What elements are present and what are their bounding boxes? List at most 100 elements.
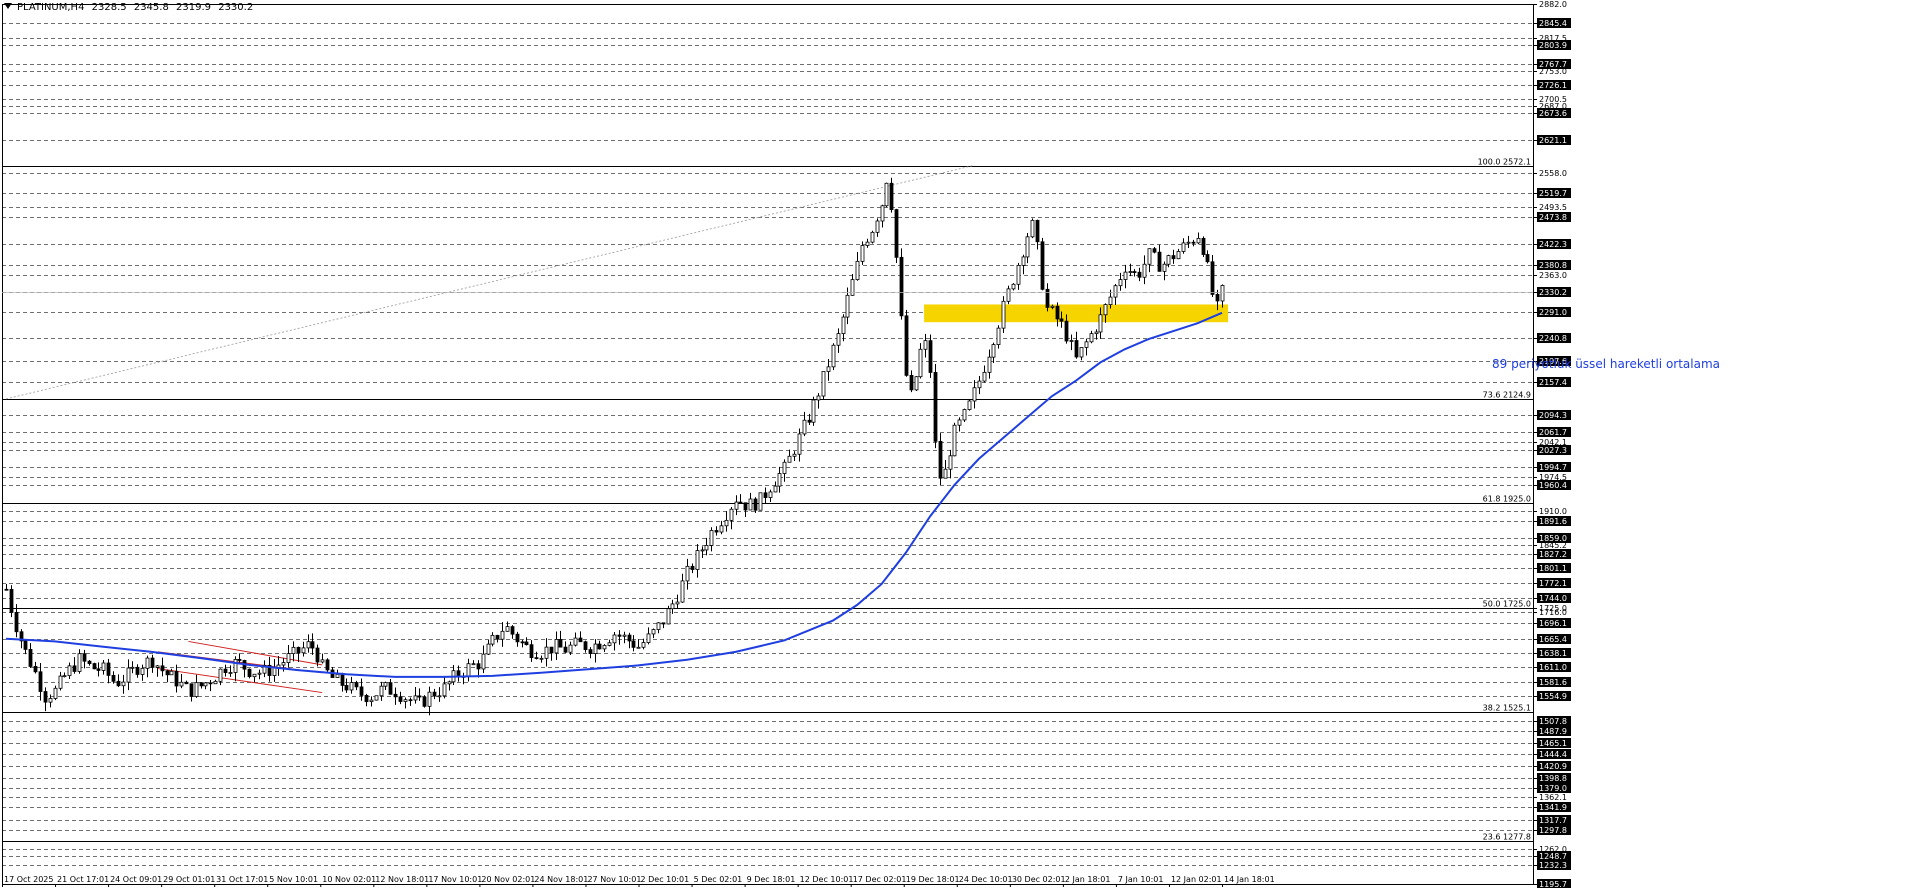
time-tick-label: 14 Jan 18:01	[1224, 875, 1275, 884]
candle-body	[880, 205, 885, 222]
candle-body	[505, 626, 510, 632]
price-tick-label: 2291.0	[1539, 308, 1567, 317]
candle-body	[325, 659, 330, 671]
time-tick-label: 29 Oct 01:01	[163, 875, 215, 884]
collapse-triangle-icon[interactable]	[4, 3, 12, 9]
fib-label: 38.2 1525.1	[1483, 704, 1531, 713]
candle-body	[150, 657, 155, 668]
price-label-bg	[1537, 356, 1571, 366]
candle-body	[427, 691, 432, 707]
price-label-bg	[1537, 480, 1571, 490]
candle-body	[1035, 219, 1040, 243]
price-tick-label: 2845.4	[1539, 19, 1567, 28]
price-tick-label: 1420.9	[1539, 762, 1567, 771]
candle-body	[374, 695, 379, 701]
time-tick-label: 10 Nov 02:01	[322, 875, 376, 884]
candle-body	[19, 631, 24, 642]
candle-body	[456, 670, 461, 677]
candle-body	[62, 675, 67, 678]
ema-annotation: 89 periyotluk üssel hareketli ortalama	[1492, 357, 1721, 371]
candle-body	[967, 400, 972, 410]
candle-body	[977, 380, 982, 389]
price-label-bg	[1537, 59, 1571, 69]
candle-body	[816, 395, 821, 401]
price-tick-label: 1772.1	[1539, 579, 1567, 588]
candle-body	[116, 680, 121, 687]
candle-body	[836, 333, 841, 346]
price-label-bg	[1537, 825, 1571, 835]
price-tick-label: 2726.1	[1539, 81, 1567, 90]
grid-lines	[2, 4, 1533, 885]
price-tick-label: 1696.1	[1539, 619, 1567, 628]
candle-body	[408, 699, 413, 702]
price-tick-label: 2061.7	[1539, 428, 1567, 437]
candle-body	[272, 667, 277, 676]
candle-body	[763, 492, 768, 498]
candle-body	[194, 682, 199, 697]
price-label-bg	[1537, 80, 1571, 90]
price-label-bg	[1537, 260, 1571, 270]
candle-body	[704, 545, 709, 551]
candle-body	[807, 419, 812, 423]
candle-body	[92, 663, 97, 670]
candle-body	[1210, 261, 1215, 295]
candle-body	[636, 646, 641, 649]
price-label-bg	[1537, 108, 1571, 118]
candle-body	[413, 695, 418, 701]
candle-body	[379, 685, 384, 697]
candle-body	[982, 371, 987, 382]
time-tick-label: 31 Oct 17:01	[216, 875, 268, 884]
candle-body	[1186, 241, 1191, 244]
candle-body	[4, 588, 9, 591]
candle-body	[1050, 305, 1055, 308]
channel-line	[188, 640, 323, 666]
candle-body	[724, 519, 729, 527]
candle-body	[481, 653, 486, 670]
price-tick-label: 2687.0	[1539, 102, 1567, 111]
candle-body	[67, 665, 72, 677]
candle-body	[77, 653, 82, 672]
candle-body	[641, 642, 646, 648]
candle-body	[233, 659, 238, 673]
candle-body	[597, 643, 602, 650]
candle-body	[578, 637, 583, 643]
candle-body	[758, 492, 763, 511]
candle-body	[179, 681, 184, 687]
candle-body	[267, 664, 272, 676]
price-tick-label: 1801.1	[1539, 564, 1567, 573]
price-tick-label: 1665.4	[1539, 635, 1567, 644]
price-tick-label: 1444.4	[1539, 750, 1567, 759]
candle-body	[72, 665, 77, 672]
price-label-bg	[1537, 815, 1571, 825]
candle-body	[471, 663, 476, 666]
price-tick-label: 1317.7	[1539, 816, 1567, 825]
candle-body	[529, 644, 534, 659]
time-axis[interactable]: 17 Oct 2025 21 Oct 17:01 24 Oct 09:01 29 Oc…	[2, 875, 1275, 887]
candle-body	[850, 279, 855, 296]
candle-body	[417, 695, 422, 698]
candle-body	[520, 641, 525, 644]
candle-body	[101, 662, 106, 671]
candle-body	[53, 687, 58, 699]
candle-body	[1089, 333, 1094, 343]
ema-line	[5, 311, 1223, 678]
price-tick-label: 1960.4	[1539, 481, 1567, 490]
candle-body	[364, 695, 369, 703]
candle-body	[1055, 305, 1060, 320]
trend-line[interactable]	[5, 165, 973, 400]
time-tick-label: 17 Dec 02:01	[853, 875, 907, 884]
price-tick-label: 1465.1	[1539, 739, 1567, 748]
candle-body	[661, 622, 666, 625]
candle-body	[466, 663, 471, 677]
price-label-bg	[1537, 761, 1571, 771]
support-zone[interactable]	[924, 304, 1229, 323]
candle-body	[904, 315, 909, 376]
price-label-bg	[1537, 783, 1571, 793]
candle-body	[870, 231, 875, 243]
candle-body	[539, 657, 544, 660]
candle-body	[738, 501, 743, 504]
ema-89-line[interactable]	[5, 311, 1223, 678]
price-label-bg	[1537, 634, 1571, 644]
